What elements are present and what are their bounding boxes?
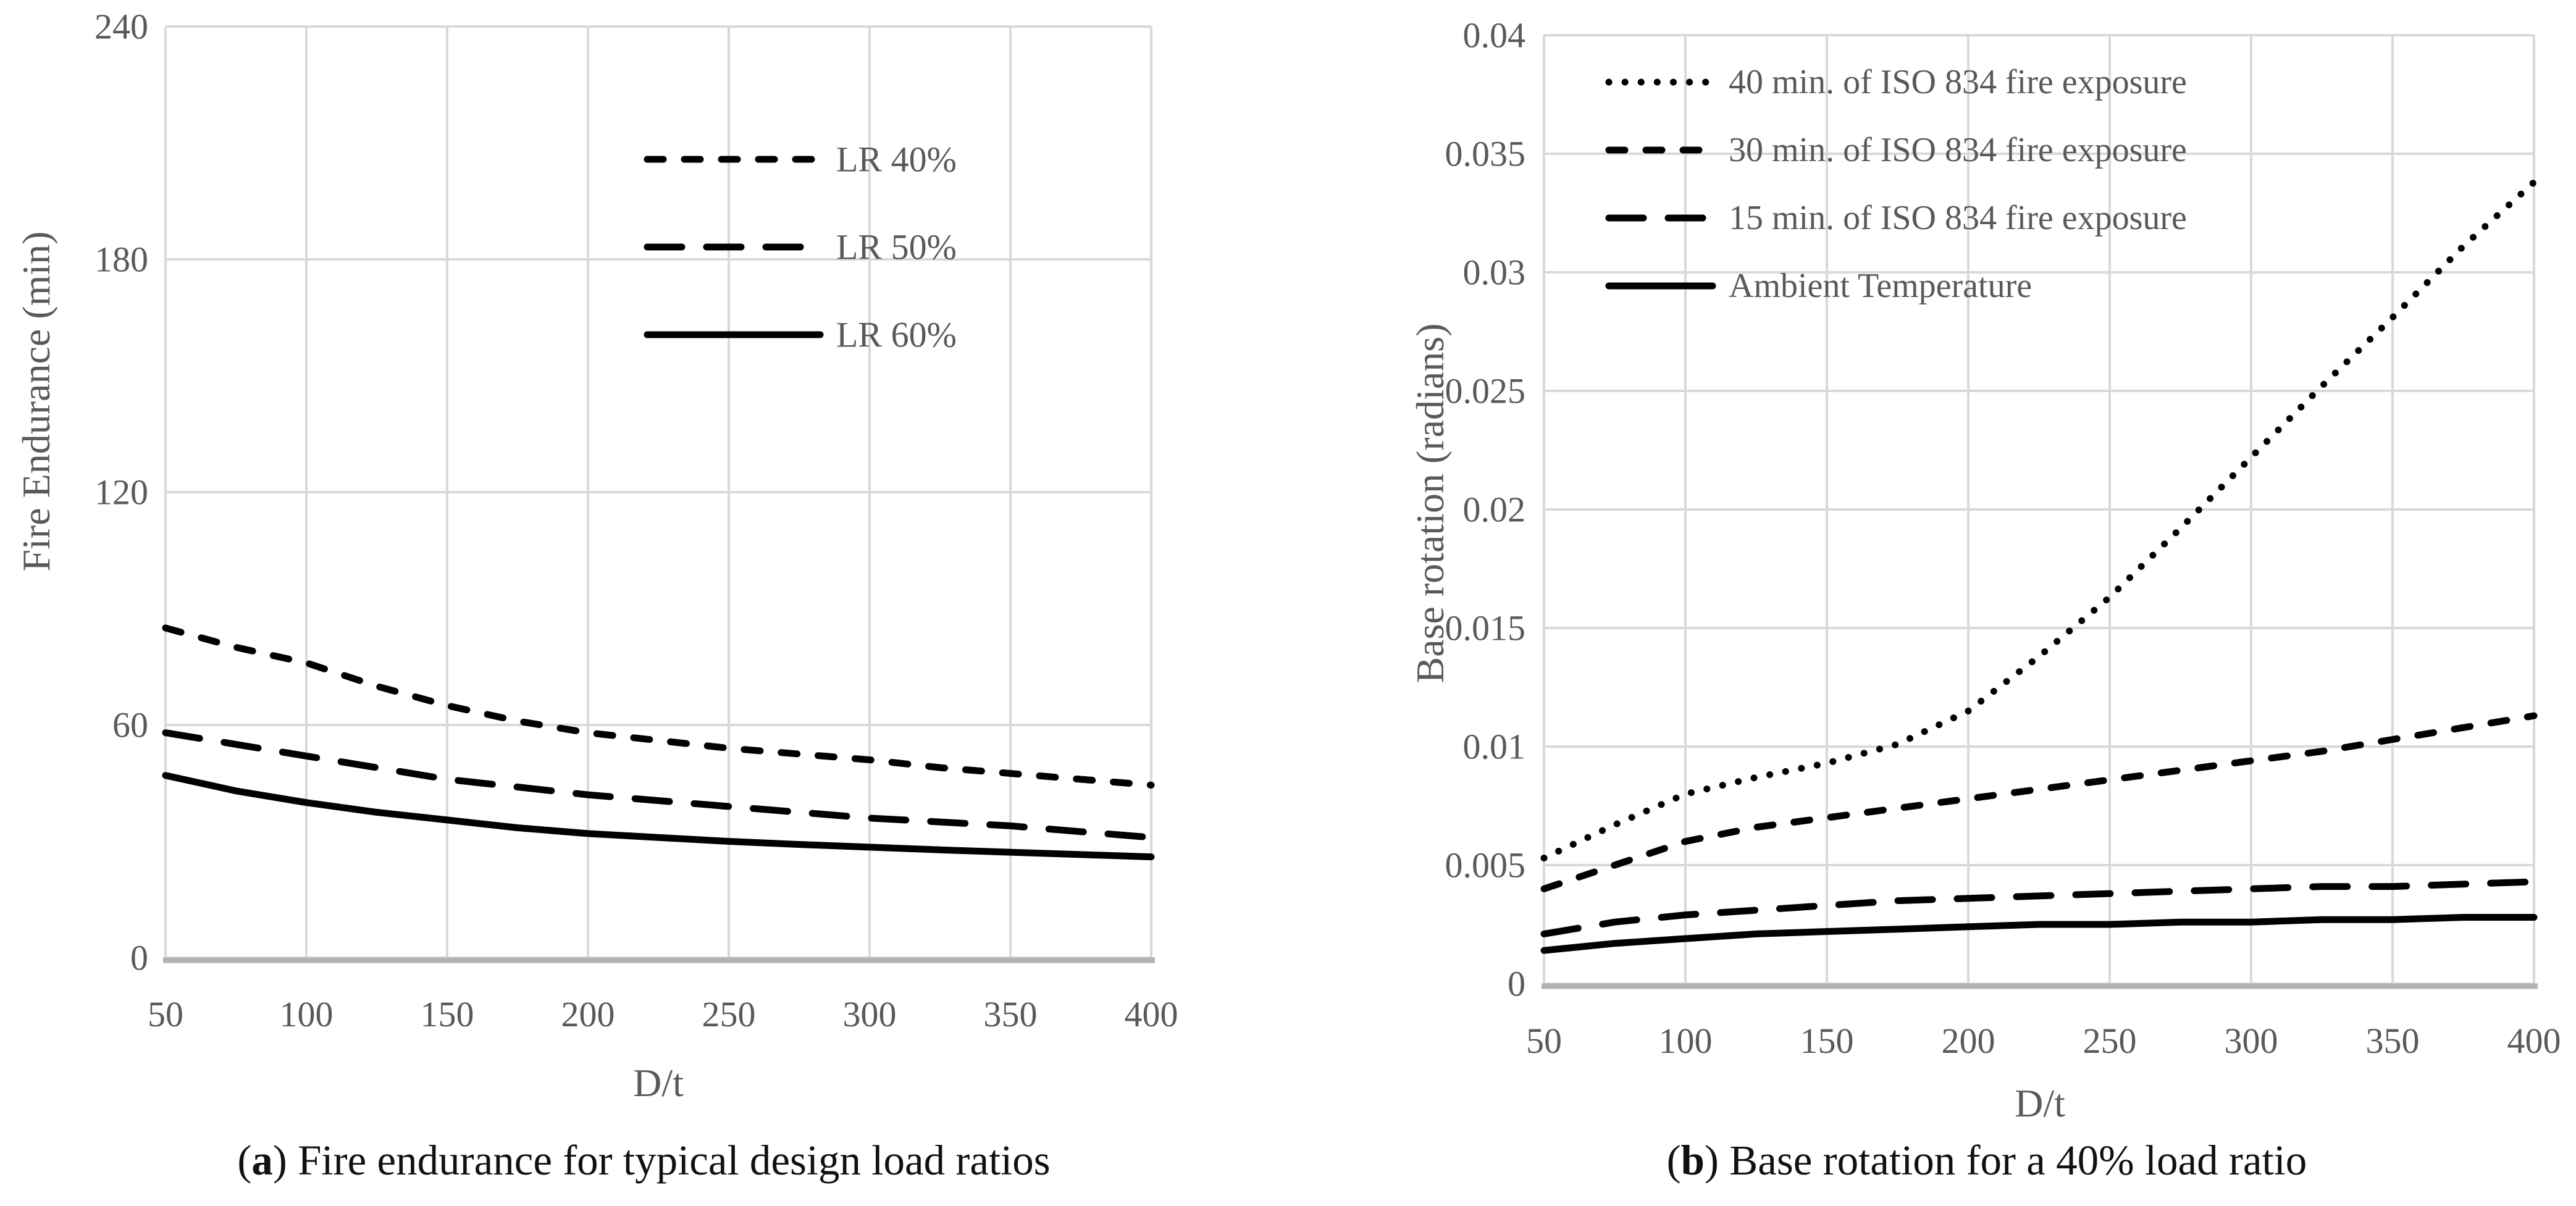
svg-text:30 min. of ISO 834 fire exposu: 30 min. of ISO 834 fire exposure bbox=[1729, 131, 2187, 169]
svg-text:250: 250 bbox=[702, 994, 756, 1034]
svg-text:LR 40%: LR 40% bbox=[836, 140, 957, 180]
svg-text:Fire Endurance (min): Fire Endurance (min) bbox=[14, 232, 58, 572]
caption-a-close: ) bbox=[272, 1137, 298, 1184]
svg-text:150: 150 bbox=[421, 994, 474, 1034]
svg-text:60: 60 bbox=[112, 705, 148, 745]
svg-text:0.005: 0.005 bbox=[1445, 845, 1526, 886]
svg-text:50: 50 bbox=[1526, 1021, 1562, 1061]
svg-text:400: 400 bbox=[2507, 1021, 2561, 1061]
svg-text:350: 350 bbox=[2366, 1021, 2420, 1061]
caption-a-open: ( bbox=[237, 1137, 252, 1184]
svg-text:350: 350 bbox=[984, 994, 1038, 1034]
svg-text:150: 150 bbox=[1800, 1021, 1854, 1061]
caption-a-text: Fire endurance for typical design load r… bbox=[298, 1137, 1051, 1184]
svg-text:0.025: 0.025 bbox=[1445, 371, 1526, 411]
svg-text:0: 0 bbox=[130, 938, 148, 978]
fire-endurance-chart: 50 100 150 200 250 300 350 400 0 60 120 180 240 D/t Fi… bbox=[14, 7, 1178, 1105]
svg-text:0.015: 0.015 bbox=[1445, 608, 1526, 648]
svg-text:400: 400 bbox=[1125, 994, 1178, 1034]
svg-text:200: 200 bbox=[1942, 1021, 1995, 1061]
svg-text:0.035: 0.035 bbox=[1445, 134, 1526, 174]
svg-text:100: 100 bbox=[1659, 1021, 1713, 1061]
svg-text:240: 240 bbox=[94, 7, 148, 47]
caption-b-close: ) bbox=[1705, 1137, 1730, 1184]
svg-text:0: 0 bbox=[1508, 964, 1525, 1004]
svg-text:100: 100 bbox=[280, 994, 334, 1034]
svg-text:180: 180 bbox=[94, 240, 148, 280]
svg-text:250: 250 bbox=[2083, 1021, 2137, 1061]
caption-b-open: ( bbox=[1666, 1137, 1681, 1184]
svg-text:300: 300 bbox=[2225, 1021, 2278, 1061]
svg-text:LR 50%: LR 50% bbox=[836, 227, 957, 267]
svg-text:Ambient Temperature: Ambient Temperature bbox=[1729, 267, 2032, 305]
svg-text:15 min. of ISO 834 fire exposu: 15 min. of ISO 834 fire exposure bbox=[1729, 199, 2187, 237]
svg-text:D/t: D/t bbox=[2015, 1081, 2065, 1125]
svg-text:D/t: D/t bbox=[633, 1061, 684, 1105]
svg-text:0.01: 0.01 bbox=[1463, 727, 1526, 767]
svg-text:200: 200 bbox=[561, 994, 615, 1034]
svg-text:300: 300 bbox=[843, 994, 897, 1034]
svg-text:0.04: 0.04 bbox=[1463, 15, 1526, 56]
caption-a-label: a bbox=[251, 1137, 273, 1184]
base-rotation-chart: 50 100 150 200 250 300 350 400 0 0.005 0.01 0.015 0.… bbox=[1408, 15, 2561, 1126]
caption-b-text: Base rotation for a 40% load ratio bbox=[1729, 1137, 2307, 1184]
caption-b: (b) Base rotation for a 40% load ratio bbox=[1343, 1136, 2576, 1185]
caption-b-label: b bbox=[1680, 1137, 1705, 1184]
svg-text:40 min. of ISO 834 fire exposu: 40 min. of ISO 834 fire exposure bbox=[1729, 63, 2187, 101]
svg-text:0.03: 0.03 bbox=[1463, 253, 1526, 293]
svg-text:LR 60%: LR 60% bbox=[836, 315, 957, 355]
svg-text:50: 50 bbox=[148, 994, 183, 1034]
caption-a: (a) Fire endurance for typical design lo… bbox=[0, 1136, 1288, 1185]
svg-text:120: 120 bbox=[94, 472, 148, 513]
svg-text:Base rotation (radians): Base rotation (radians) bbox=[1408, 324, 1452, 684]
svg-text:0.02: 0.02 bbox=[1463, 490, 1526, 530]
